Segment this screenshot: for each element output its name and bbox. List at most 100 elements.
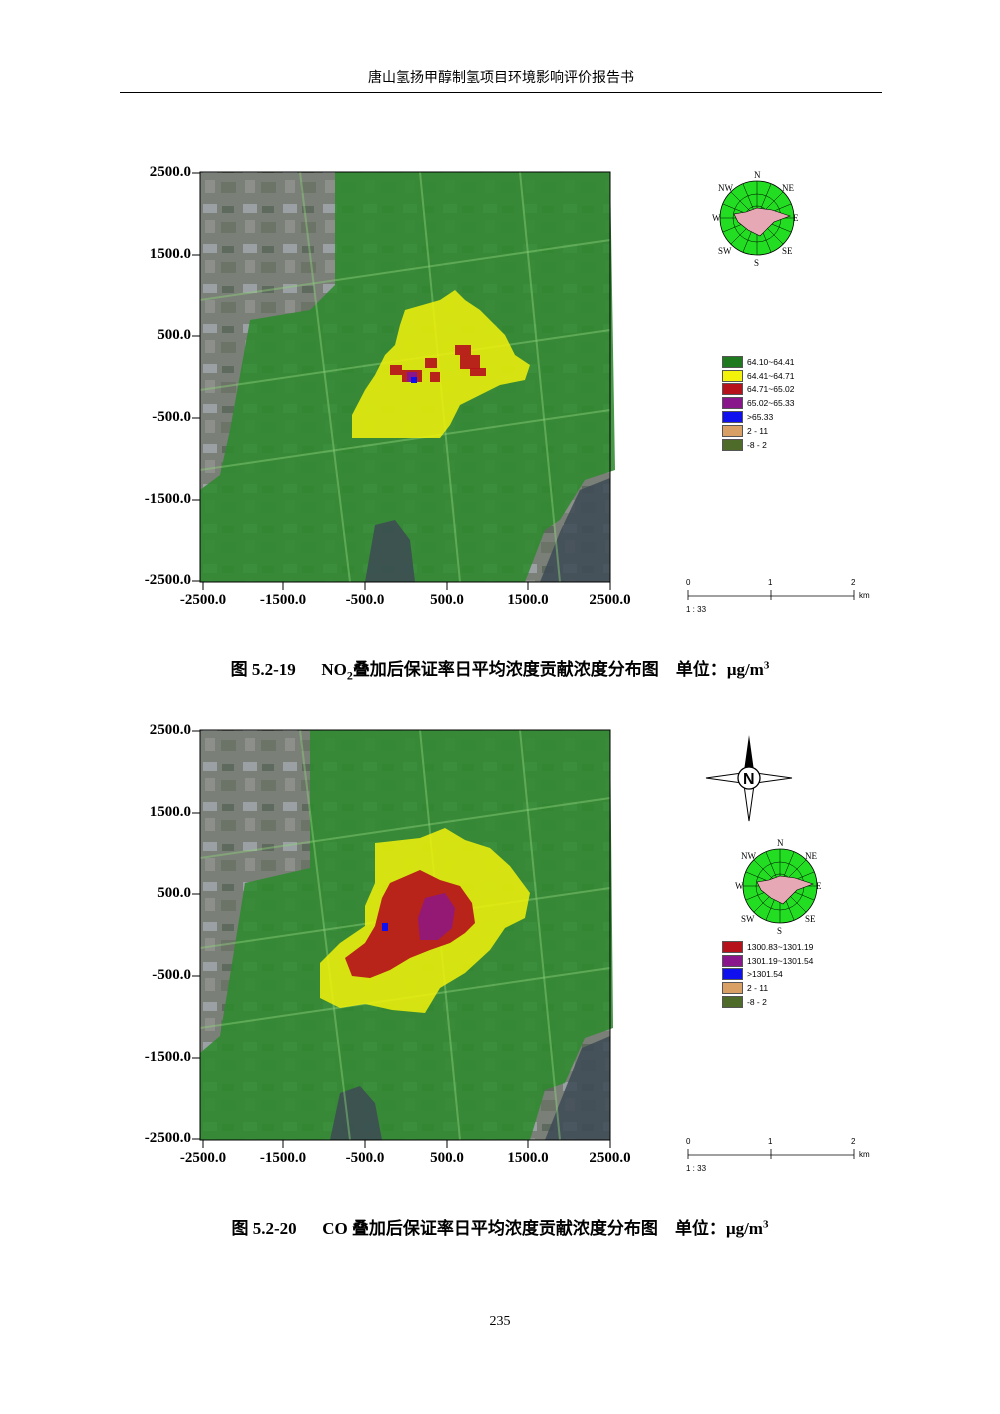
rose-dir-label: NW xyxy=(741,851,756,861)
scale-tick-label: 0 xyxy=(686,1137,691,1146)
legend-label: >65.33 xyxy=(747,412,774,423)
rose-dir-label: W xyxy=(712,213,721,223)
x-axis-ticks xyxy=(202,582,611,590)
scale-tick-label: 2 xyxy=(851,1137,856,1146)
scale-bar-graphic xyxy=(687,1149,855,1159)
scale-unit: km xyxy=(859,591,870,600)
legend-label: 64.71~65.02 xyxy=(747,384,795,395)
rose-dir-label: NE xyxy=(782,183,794,193)
legend-swatch xyxy=(722,954,743,967)
report-title: 唐山氢扬甲醇制氢项目环境影响评价报告书 xyxy=(368,71,634,86)
rose-dir-label: S xyxy=(777,926,782,936)
page-header: 唐山氢扬甲醇制氢项目环境影响评价报告书 xyxy=(120,66,882,93)
scale-bar-graphic xyxy=(687,590,855,600)
shadow-zone-se xyxy=(540,478,610,582)
blue-hotspot xyxy=(382,923,388,931)
legend-label: 1300.83~1301.19 xyxy=(747,941,814,952)
legend-item: 2 - 11 xyxy=(722,981,813,995)
x-tick-label: 2500.0 xyxy=(589,1150,631,1166)
x-tick-label: 1500.0 xyxy=(507,1150,549,1166)
legend-swatch xyxy=(722,940,743,953)
legend-item: 1300.83~1301.19 xyxy=(722,940,813,954)
caption-unit: μg/m xyxy=(726,660,764,679)
legend-item: -8 - 2 xyxy=(722,995,813,1009)
caption-unit-label: 单位： xyxy=(674,1219,726,1238)
legend-label: >1301.54 xyxy=(747,969,783,980)
y-tick-label: 1500.0 xyxy=(149,804,191,820)
shadow-zone-sw xyxy=(330,1086,382,1140)
scale-tick-label: 0 xyxy=(686,578,691,587)
rose-dir-label: E xyxy=(816,881,822,891)
figure-caption: 图 5.2-20 CO 叠加后保证率日平均浓度贡献浓度分布图 单位：μg/m3 xyxy=(0,1214,1000,1242)
north-letter: N xyxy=(743,771,755,788)
legend-label: 65.02~65.33 xyxy=(747,398,795,409)
y-tick-label: 500.0 xyxy=(157,885,191,901)
scale-unit: km xyxy=(859,1150,870,1159)
concentration-map xyxy=(192,171,615,590)
rose-dir-label: SW xyxy=(718,246,732,256)
map-frame xyxy=(199,729,611,1141)
rose-dir-label: SW xyxy=(741,914,755,924)
y-tick-label: -2500.0 xyxy=(144,1130,191,1146)
x-tick-label: 2500.0 xyxy=(589,592,631,608)
legend-swatch xyxy=(722,424,743,437)
x-tick-label: 1500.0 xyxy=(507,592,549,608)
rose-dir-label: SE xyxy=(782,246,793,256)
legend-label: 64.10~64.41 xyxy=(747,356,795,367)
rose-dir-label: W xyxy=(735,881,744,891)
legend-item: >65.33 xyxy=(722,410,795,424)
y-tick-label: 2500.0 xyxy=(149,722,191,738)
rose-dir-label: S xyxy=(754,258,759,268)
caption-unit-superscript: 3 xyxy=(763,659,770,672)
y-axis-ticks xyxy=(192,172,200,582)
legend-item: 1301.19~1301.54 xyxy=(722,954,813,968)
x-tick-label: -500.0 xyxy=(345,1150,385,1166)
legend-label: -8 - 2 xyxy=(747,439,767,450)
legend: 1300.83~1301.19 1301.19~1301.54 >1301.54… xyxy=(722,940,813,1009)
scale-bar: 0 1 2 km 1 : 33 xyxy=(686,578,876,618)
y-tick-label: -2500.0 xyxy=(144,572,191,588)
rose-dir-label: N xyxy=(777,838,784,848)
legend-item: 64.71~65.02 xyxy=(722,383,795,397)
legend-swatch xyxy=(722,982,743,995)
shadow-zone-se xyxy=(545,1036,610,1140)
caption-title: 叠加后保证率日平均浓度贡献浓度分布图 xyxy=(351,1219,658,1238)
legend-swatch xyxy=(722,968,743,981)
map-frame xyxy=(199,171,611,583)
x-tick-label: 500.0 xyxy=(430,1150,464,1166)
legend-label: -8 - 2 xyxy=(747,997,767,1008)
caption-pollutant: NO xyxy=(321,660,347,679)
rose-dir-label: E xyxy=(793,213,799,223)
legend-label: 64.41~64.71 xyxy=(747,370,795,381)
legend-swatch xyxy=(722,397,743,410)
caption-unit: μg/m xyxy=(725,1219,763,1238)
legend-item: 2 - 11 xyxy=(722,424,795,438)
scale-bar: 0 1 2 km 1 : 33 xyxy=(686,1137,876,1177)
yellow-zone xyxy=(352,290,530,438)
rose-dir-label: NE xyxy=(805,851,817,861)
rose-dir-label: SE xyxy=(805,914,816,924)
y-tick-label: 500.0 xyxy=(157,327,191,343)
figure-caption: 图 5.2-19 NO2叠加后保证率日平均浓度贡献浓度分布图 单位：μg/m3 xyxy=(0,655,1000,683)
legend-swatch xyxy=(722,355,743,368)
legend-label: 2 - 11 xyxy=(747,425,769,436)
legend-label: 1301.19~1301.54 xyxy=(747,955,814,966)
blue-hotspot xyxy=(411,377,417,383)
legend-swatch xyxy=(722,996,743,1009)
caption-unit-superscript: 3 xyxy=(762,1218,769,1231)
page-number: 235 xyxy=(489,1314,511,1329)
legend: 64.10~64.41 64.41~64.71 64.71~65.02 65.0… xyxy=(722,355,795,452)
scale-tick-label: 1 xyxy=(768,578,773,587)
y-axis-ticks xyxy=(192,730,200,1140)
scale-tick-label: 2 xyxy=(851,578,856,587)
legend-item: 64.10~64.41 xyxy=(722,355,795,369)
caption-pollutant-subscript: 2 xyxy=(346,668,353,683)
x-tick-label: -2500.0 xyxy=(179,1150,227,1166)
legend-item: 65.02~65.33 xyxy=(722,396,795,410)
caption-pollutant: CO xyxy=(322,1219,348,1238)
y-tick-label: -500.0 xyxy=(152,409,191,425)
x-axis-ticks xyxy=(202,1140,611,1148)
rose-dir-label: NW xyxy=(718,183,733,193)
legend-item: >1301.54 xyxy=(722,968,813,982)
legend-swatch xyxy=(722,411,743,424)
